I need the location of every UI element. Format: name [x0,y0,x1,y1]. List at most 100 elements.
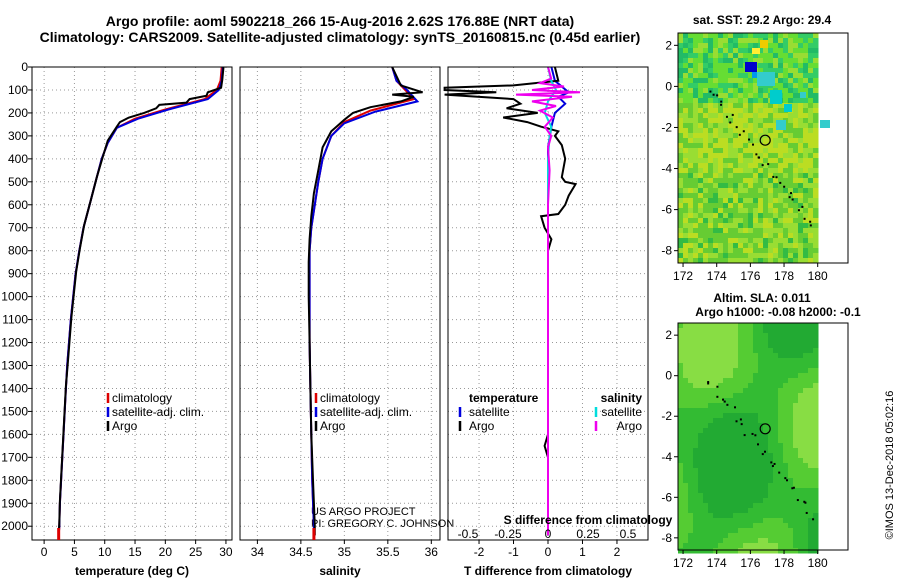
map-cell [713,533,719,539]
map-cell [693,198,699,204]
map-cell [778,338,784,344]
map-cell [688,108,694,114]
x-tick-label: 0 [41,545,48,559]
map-cell [713,473,719,479]
map-cell [738,383,744,389]
map-cell [758,103,764,109]
map-cell [783,163,789,169]
map-cell [768,498,774,504]
map-cell [773,343,779,349]
map-cell [793,333,799,339]
map-island-dot [742,130,745,133]
map-cell [698,198,704,204]
map-cell [743,528,749,534]
map-cell [703,413,709,419]
map-cell [718,388,724,394]
map-cell [718,518,724,524]
map-cell [728,138,734,144]
map-cell [743,483,749,489]
map-cell [743,93,749,99]
map-cell [713,523,719,529]
map-cell [813,113,819,119]
map-cell [763,228,769,234]
map-cell [788,198,794,204]
map-cell [768,398,774,404]
map-cell [773,228,779,234]
map-cell [688,168,694,174]
map-cell [753,218,759,224]
map-cell [813,88,819,94]
map-cell [798,538,804,544]
map-cell [738,248,744,254]
map-island-dot [803,500,806,503]
map-cell [798,223,804,229]
map-cell [808,478,814,484]
map-cell [753,363,759,369]
map-cell [688,323,694,329]
map-cell [798,348,804,354]
x-tick-label: 35 [338,545,352,559]
map-cell [708,328,714,334]
map-cell [793,133,799,139]
map-cell [778,33,784,39]
map-cell [743,228,749,234]
map-cell [753,333,759,339]
map-cell [733,103,739,109]
map-cell [693,418,699,424]
map-cell [798,133,804,139]
map-cell [738,38,744,44]
map-cell [733,523,739,529]
map-cell [708,178,714,184]
map-cell [688,358,694,364]
map-cell [773,373,779,379]
map-cell [788,253,794,259]
map-cell [743,113,749,119]
map-cell [683,253,689,259]
map-cell [788,348,794,354]
map-cell [703,213,709,219]
map-cell [688,348,694,354]
map-cell [683,513,689,519]
map-cell [688,393,694,399]
map-cell [803,328,809,334]
map-cell [728,513,734,519]
map-cell [808,98,814,104]
map-cell [793,118,799,124]
map-cell [698,123,704,129]
map-cell [748,383,754,389]
map-cell [723,328,729,334]
map-cell [778,488,784,494]
map-cell [763,178,769,184]
map-cell [748,168,754,174]
map-cell [688,363,694,369]
map-cell [703,98,709,104]
map-cell [738,178,744,184]
map-cell [758,108,764,114]
map-cell [758,443,764,449]
map-cell [758,248,764,254]
map-cell [803,353,809,359]
map-cell [813,158,819,164]
map-cell [713,103,719,109]
map-cell [803,183,809,189]
header-title-line2: Climatology: CARS2009. Satellite-adjuste… [40,29,641,45]
map-cell [723,48,729,54]
map-cell [748,508,754,514]
map-cell [708,103,714,109]
map-cell [738,488,744,494]
map-cell [723,513,729,519]
map-cell [803,413,809,419]
y-tick-label: 1600 [1,427,28,441]
map-cell [778,138,784,144]
map-cell [693,523,699,529]
map-cell [678,198,684,204]
map-cell [808,443,814,449]
map-cell [683,243,689,249]
map-cell [798,53,804,59]
map-cell [753,548,759,554]
map-cell [678,58,684,64]
map-cell [728,528,734,534]
map-cell [723,213,729,219]
map-cell [803,538,809,544]
map-cell [753,533,759,539]
